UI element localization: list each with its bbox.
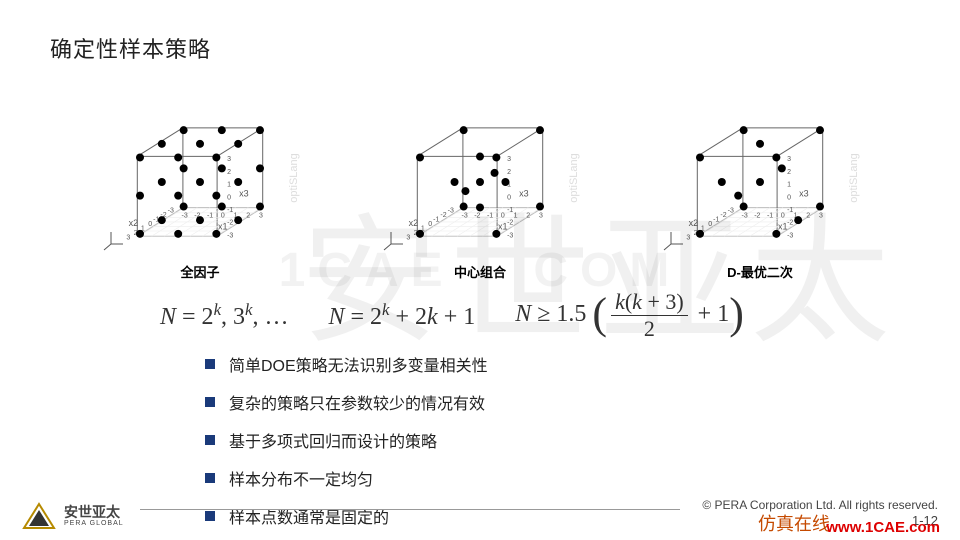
svg-text:2: 2 bbox=[246, 213, 250, 220]
svg-text:0: 0 bbox=[148, 221, 152, 228]
svg-text:x1: x1 bbox=[498, 222, 508, 232]
svg-text:2: 2 bbox=[787, 169, 791, 176]
footer-logo: 安世亚太 PERA GLOBAL bbox=[22, 502, 124, 530]
svg-text:optiSLang: optiSLang bbox=[568, 153, 580, 203]
svg-text:-1: -1 bbox=[767, 213, 773, 220]
overlay-sim: 仿真在线 bbox=[758, 510, 830, 536]
bullet-1: 复杂的策略只在参数较少的情况有效 bbox=[205, 390, 910, 414]
svg-text:-2: -2 bbox=[440, 212, 446, 219]
svg-text:0: 0 bbox=[708, 221, 712, 228]
svg-text:-3: -3 bbox=[507, 232, 513, 239]
chart-full-factorial: optiSLang-3-3-3-2-2-2-1-1-1000111222333x… bbox=[95, 98, 305, 281]
svg-text:0: 0 bbox=[781, 213, 785, 220]
charts-row: optiSLang-3-3-3-2-2-2-1-1-1000111222333x… bbox=[50, 98, 910, 281]
svg-text:3: 3 bbox=[539, 213, 543, 220]
svg-text:-1: -1 bbox=[787, 207, 793, 214]
svg-text:-1: -1 bbox=[713, 216, 719, 223]
svg-text:3: 3 bbox=[507, 156, 511, 163]
bullet-0: 简单DOE策略无法识别多变量相关性 bbox=[205, 352, 910, 376]
svg-text:-2: -2 bbox=[720, 212, 726, 219]
svg-text:0: 0 bbox=[227, 194, 231, 201]
svg-text:-1: -1 bbox=[227, 207, 233, 214]
svg-text:x1: x1 bbox=[218, 222, 228, 232]
svg-text:-3: -3 bbox=[168, 207, 174, 214]
svg-text:-3: -3 bbox=[742, 213, 748, 220]
svg-text:3: 3 bbox=[259, 213, 263, 220]
svg-text:-2: -2 bbox=[474, 213, 480, 220]
svg-text:1: 1 bbox=[787, 182, 791, 189]
chart-d-optimal: optiSLang-3-3-3-2-2-2-1-1-1000111222333x… bbox=[655, 98, 865, 281]
svg-text:2: 2 bbox=[806, 213, 810, 220]
svg-text:1: 1 bbox=[227, 182, 231, 189]
logo-icon bbox=[22, 502, 56, 530]
svg-text:-1: -1 bbox=[433, 216, 439, 223]
svg-text:x2: x2 bbox=[689, 218, 699, 228]
formula-1: N = 2k + 2k + 1 bbox=[328, 300, 475, 331]
svg-text:0: 0 bbox=[787, 194, 791, 201]
svg-text:0: 0 bbox=[428, 221, 432, 228]
svg-text:1: 1 bbox=[514, 213, 518, 220]
chart-caption-1: 中心组合 bbox=[454, 262, 506, 281]
svg-text:x1: x1 bbox=[778, 222, 788, 232]
svg-text:x3: x3 bbox=[799, 188, 809, 198]
svg-text:0: 0 bbox=[507, 194, 511, 201]
formula-2: N ≥ 1.5 (k(k + 3)2 + 1) bbox=[515, 289, 744, 342]
formula-0: N = 2k, 3k, … bbox=[160, 300, 288, 331]
svg-text:-1: -1 bbox=[207, 213, 213, 220]
slide-title: 确定性样本策略 bbox=[50, 32, 910, 64]
bullet-3: 样本分布不一定均匀 bbox=[205, 466, 910, 490]
logo-text-en: PERA GLOBAL bbox=[64, 520, 124, 527]
svg-text:-3: -3 bbox=[728, 207, 734, 214]
svg-text:optiSLang: optiSLang bbox=[288, 153, 300, 203]
svg-text:2: 2 bbox=[526, 213, 530, 220]
svg-text:x3: x3 bbox=[239, 188, 249, 198]
formulas-row: N = 2k, 3k, … N = 2k + 2k + 1 N ≥ 1.5 (k… bbox=[50, 289, 910, 342]
logo-text-cn: 安世亚太 bbox=[64, 505, 124, 520]
chart-central-composite: optiSLang-3-3-3-2-2-2-1-1-1000111222333x… bbox=[375, 98, 585, 281]
svg-text:-1: -1 bbox=[487, 213, 493, 220]
svg-text:0: 0 bbox=[501, 213, 505, 220]
svg-text:3: 3 bbox=[819, 213, 823, 220]
svg-text:-1: -1 bbox=[507, 207, 513, 214]
svg-text:2: 2 bbox=[507, 169, 511, 176]
svg-text:0: 0 bbox=[221, 213, 225, 220]
svg-text:3: 3 bbox=[126, 235, 130, 242]
svg-text:3: 3 bbox=[787, 156, 791, 163]
chart-caption-2: D-最优二次 bbox=[727, 262, 793, 281]
overlay-url: www.1CAE.com bbox=[826, 519, 940, 536]
bullet-2: 基于多项式回归而设计的策略 bbox=[205, 428, 910, 452]
svg-text:-3: -3 bbox=[448, 207, 454, 214]
svg-text:optiSLang: optiSLang bbox=[848, 153, 860, 203]
svg-text:3: 3 bbox=[686, 235, 690, 242]
svg-text:x3: x3 bbox=[519, 188, 529, 198]
svg-text:-3: -3 bbox=[787, 232, 793, 239]
svg-text:3: 3 bbox=[227, 156, 231, 163]
svg-text:3: 3 bbox=[406, 235, 410, 242]
svg-text:-2: -2 bbox=[227, 220, 233, 227]
svg-text:-2: -2 bbox=[754, 213, 760, 220]
svg-text:-2: -2 bbox=[787, 220, 793, 227]
svg-text:-3: -3 bbox=[182, 213, 188, 220]
chart-caption-0: 全因子 bbox=[180, 262, 219, 281]
svg-text:x2: x2 bbox=[129, 218, 139, 228]
svg-text:-3: -3 bbox=[227, 232, 233, 239]
svg-text:2: 2 bbox=[227, 169, 231, 176]
svg-text:-2: -2 bbox=[507, 220, 513, 227]
svg-text:-3: -3 bbox=[462, 213, 468, 220]
svg-text:x2: x2 bbox=[409, 218, 419, 228]
